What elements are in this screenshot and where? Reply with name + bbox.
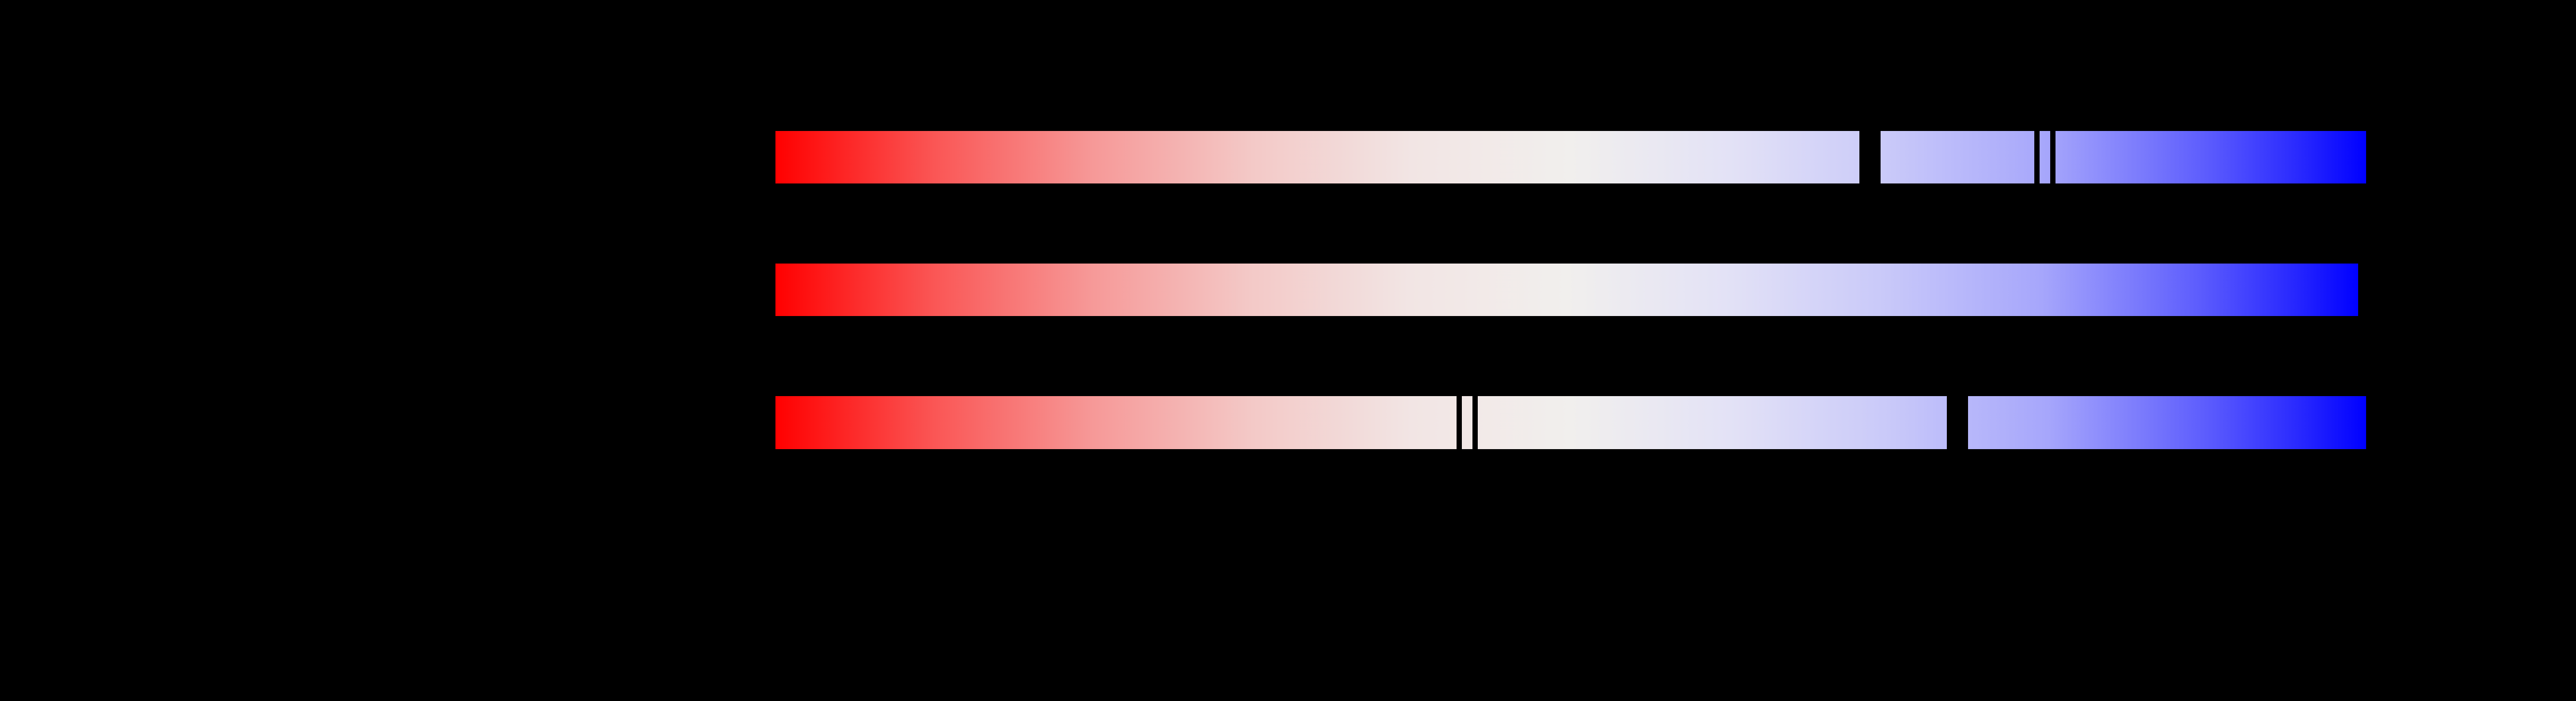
gradient-bar-strip-3 bbox=[775, 396, 2366, 449]
marker-tick-thin bbox=[2034, 131, 2040, 183]
gradient-bar-strip-2 bbox=[775, 264, 2358, 316]
marker-tick-thick bbox=[1947, 396, 1968, 449]
marker-tick-thin bbox=[2050, 131, 2055, 183]
marker-tick-thin bbox=[1457, 396, 1462, 449]
marker-tick-thick bbox=[1859, 131, 1881, 183]
marker-tick-thin bbox=[1472, 396, 1478, 449]
gradient-bar-strip-1 bbox=[775, 131, 2366, 183]
